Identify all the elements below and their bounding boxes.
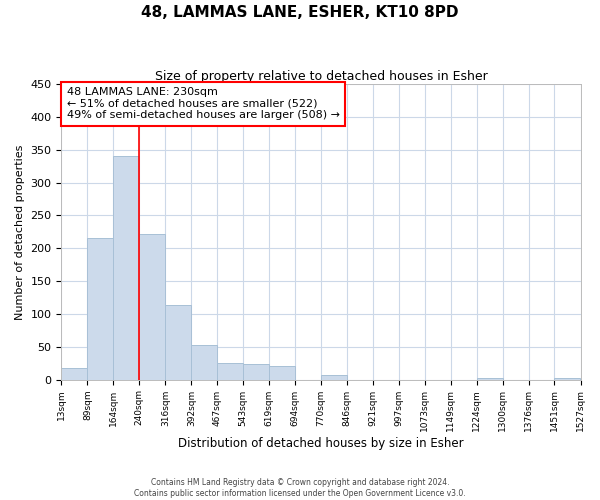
Bar	[269, 366, 295, 380]
Bar	[61, 368, 88, 380]
Bar	[165, 306, 191, 380]
Text: Contains HM Land Registry data © Crown copyright and database right 2024.
Contai: Contains HM Land Registry data © Crown c…	[134, 478, 466, 498]
Y-axis label: Number of detached properties: Number of detached properties	[15, 144, 25, 320]
Text: 48 LAMMAS LANE: 230sqm
← 51% of detached houses are smaller (522)
49% of semi-de: 48 LAMMAS LANE: 230sqm ← 51% of detached…	[67, 87, 340, 120]
Bar	[191, 345, 217, 380]
Bar	[321, 375, 347, 380]
Title: Size of property relative to detached houses in Esher: Size of property relative to detached ho…	[155, 70, 487, 83]
Text: 48, LAMMAS LANE, ESHER, KT10 8PD: 48, LAMMAS LANE, ESHER, KT10 8PD	[141, 5, 459, 20]
Bar	[88, 238, 113, 380]
Bar	[554, 378, 580, 380]
X-axis label: Distribution of detached houses by size in Esher: Distribution of detached houses by size …	[178, 437, 464, 450]
Bar	[113, 156, 139, 380]
Bar	[476, 378, 503, 380]
Bar	[217, 362, 243, 380]
Bar	[139, 234, 165, 380]
Bar	[243, 364, 269, 380]
